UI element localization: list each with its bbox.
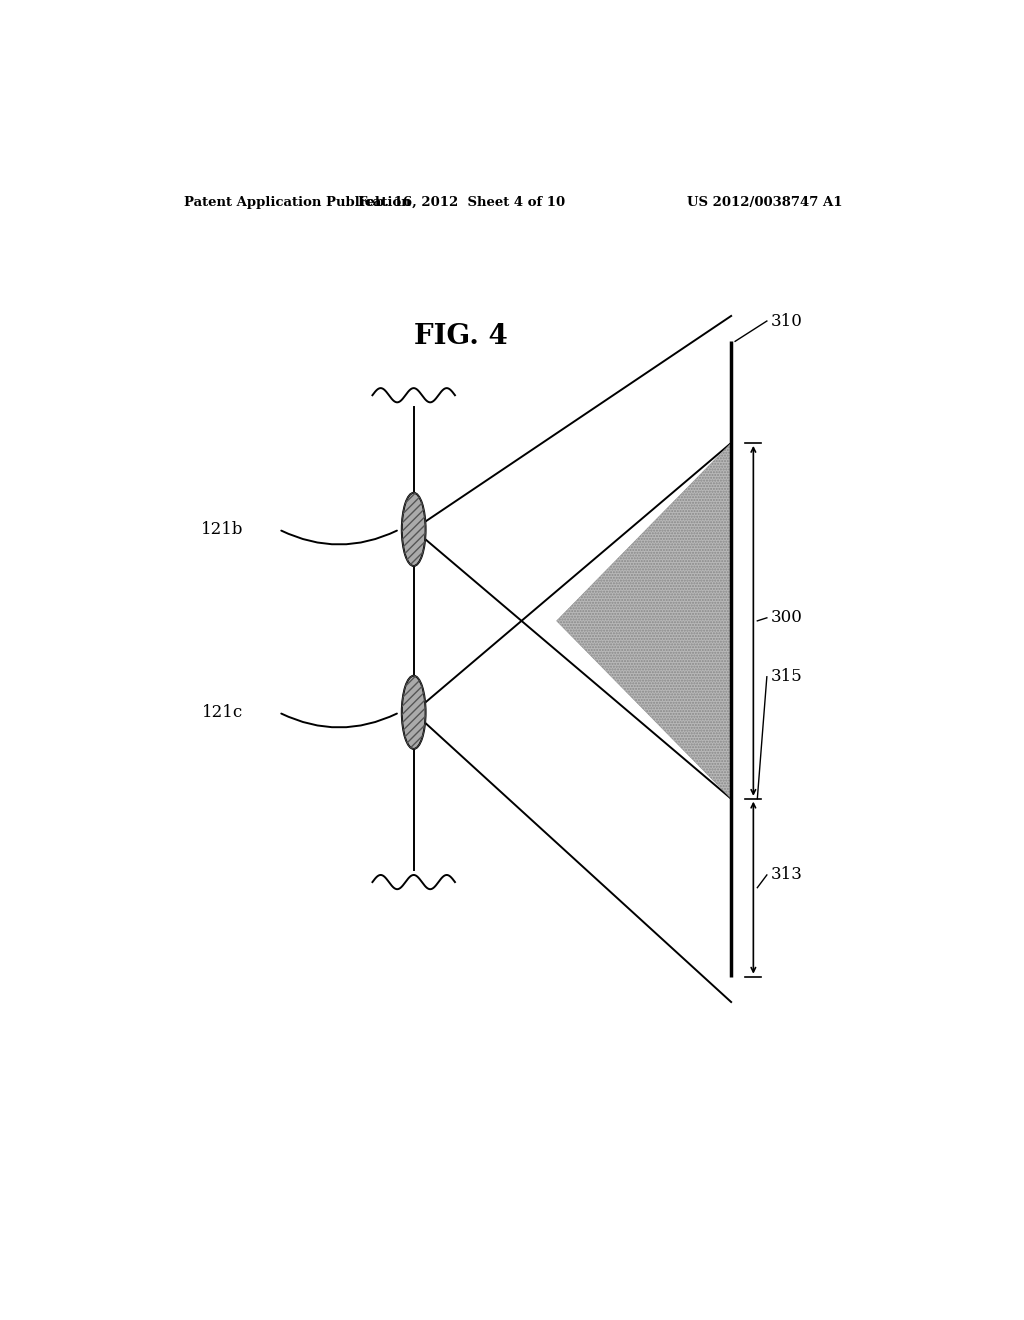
Text: 300: 300: [771, 610, 803, 626]
Text: 121c: 121c: [202, 704, 243, 721]
Ellipse shape: [401, 492, 426, 566]
Text: FIG. 4: FIG. 4: [415, 323, 508, 350]
Text: 310: 310: [771, 313, 803, 330]
Text: US 2012/0038747 A1: US 2012/0038747 A1: [687, 195, 842, 209]
Text: 121b: 121b: [201, 521, 243, 537]
Text: Feb. 16, 2012  Sheet 4 of 10: Feb. 16, 2012 Sheet 4 of 10: [357, 195, 565, 209]
Polygon shape: [557, 444, 731, 799]
Text: Patent Application Publication: Patent Application Publication: [183, 195, 411, 209]
Text: 315: 315: [771, 668, 803, 685]
Text: 313: 313: [771, 866, 803, 883]
Ellipse shape: [401, 676, 426, 748]
